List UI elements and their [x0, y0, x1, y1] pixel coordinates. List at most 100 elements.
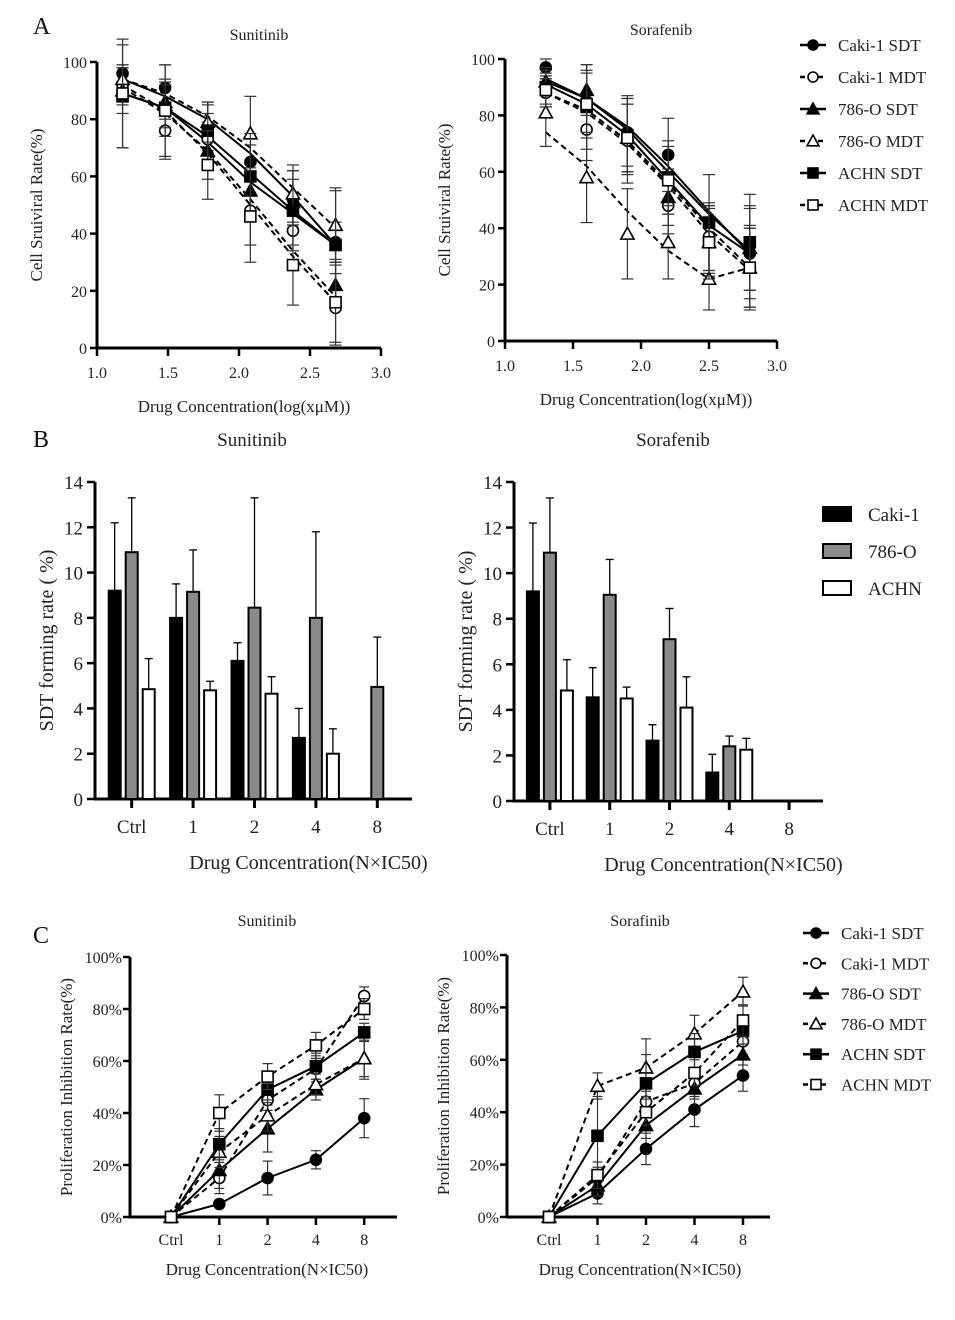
data-point [201, 158, 215, 172]
y-tick-label: 100% [462, 948, 499, 965]
data-point [736, 1014, 750, 1027]
data-point [211, 1161, 228, 1177]
y-tick-label: 14 [64, 473, 84, 494]
y-tick-label: 80% [470, 1000, 499, 1017]
y-tick-label: 8 [493, 610, 503, 631]
y-tick-label: 40% [93, 1106, 122, 1123]
data-point [591, 1168, 604, 1182]
legend-marker [807, 71, 819, 83]
y-tick-label: 10 [64, 564, 83, 585]
legend-item-achn-sdt: ACHN SDT [803, 1045, 926, 1064]
legend-marker [810, 1048, 822, 1060]
data-point [356, 1050, 373, 1065]
legend-marker [808, 985, 824, 1000]
data-point [244, 210, 257, 223]
data-point [639, 1105, 653, 1119]
bar-786-o-1 [186, 590, 201, 801]
legend-label: ACHN SDT [838, 164, 923, 183]
legend-marker [807, 167, 819, 179]
data-point [578, 169, 595, 184]
y-axis-label: Proliferation Inhibition Rate(%) [57, 978, 76, 1196]
y-tick-label: 20 [71, 284, 87, 301]
series-caki-1-mdt [116, 64, 342, 343]
legend-marker [807, 199, 819, 211]
legend-marker [810, 1078, 822, 1091]
bar-achn-1 [619, 697, 634, 803]
data-point [309, 1153, 323, 1167]
legend-marker [810, 957, 822, 970]
fit-curve-achn-mdt [545, 91, 751, 272]
legend-item-caki-1-mdt: Caki-1 MDT [800, 68, 927, 87]
x-axis-label: Drug Concentration(N×IC50) [166, 1260, 369, 1279]
data-point [357, 1002, 371, 1016]
legend: Caki-1 786-O ACHN [822, 505, 922, 600]
fit-curve-achn-mdt [122, 84, 337, 303]
fit-curve-786-o-sdt [122, 92, 337, 246]
legend-swatch [822, 506, 852, 522]
bar-caki-1-1 [169, 616, 184, 800]
data-point [261, 1070, 274, 1083]
panel-label-b: B [33, 427, 49, 453]
bar-achn-2 [264, 692, 279, 800]
x-tick-label: 2 [642, 1232, 650, 1249]
legend-label: Caki-1 [868, 505, 920, 526]
data-point [686, 1080, 703, 1095]
legend-item-caki-1: Caki-1 [822, 505, 920, 526]
data-point [116, 87, 129, 100]
x-tick-label: 2.5 [699, 358, 719, 375]
legend-item-achn-mdt: ACHN MDT [800, 196, 929, 215]
legend-swatch [822, 543, 852, 559]
legend-label: 786-O MDT [841, 1015, 927, 1034]
y-tick-label: 0 [487, 334, 495, 351]
data-point [639, 1142, 653, 1156]
chart-A-sunitinib: Sunitinib 0 20 40 60 80 100 1.0 1.5 2.0 2.5 3.0 Drug… [27, 27, 391, 416]
data-point [357, 1026, 371, 1039]
legend-label: Caki-1 MDT [841, 954, 930, 973]
x-tick-label: 2 [250, 817, 260, 838]
bar-caki-1-2 [645, 739, 660, 802]
bar-caki-1-2 [230, 659, 245, 801]
y-tick-label: 80 [479, 108, 495, 125]
y-tick-label: 10 [483, 564, 502, 585]
x-tick-label: 4 [311, 817, 321, 838]
y-tick-label: 80 [71, 112, 87, 129]
y-tick-label: 40 [479, 221, 495, 238]
legend-label: ACHN MDT [841, 1076, 932, 1095]
series-achn-mdt [116, 38, 342, 346]
chart-C-sunitinib: Sunitinib 0% 20% 40% 60% 80% 100% Ctrl 1 2 4 8 Drug … [57, 913, 397, 1279]
legend-label: 786-O SDT [838, 100, 918, 119]
y-tick-label: 4 [74, 699, 84, 720]
x-tick-label: 2 [665, 819, 675, 840]
y-tick-label: 0% [101, 1210, 122, 1227]
chart-title: Sunitinib [238, 913, 297, 930]
data-point [539, 83, 553, 97]
bar-caki-1-4 [705, 771, 720, 803]
x-tick-label: 1 [605, 819, 615, 840]
bar-786-o-4 [722, 745, 737, 802]
y-tick-label: 14 [483, 473, 503, 494]
bar-786-o-ctrl [542, 551, 557, 803]
x-tick-label: 1 [215, 1232, 223, 1249]
y-axis-label: Proliferation Inhibition Rate(%) [434, 977, 453, 1195]
x-axis-label: Drug Concentration(log(xμM)) [540, 390, 753, 409]
data-point [743, 261, 757, 274]
data-point [735, 983, 751, 998]
data-point [259, 1107, 276, 1122]
bar-achn-ctrl [559, 689, 574, 802]
data-point [639, 1077, 653, 1090]
legend-item-786-o-sdt: 786-O SDT [803, 985, 921, 1004]
bar-achn-4 [739, 748, 754, 802]
y-tick-label: 4 [493, 701, 503, 722]
series-achn-sdt [539, 64, 757, 291]
x-tick-label: Ctrl [159, 1232, 184, 1249]
legend: Caki-1 SDT Caki-1 MDT 786-O SDT 786-O MDT AC… [803, 924, 932, 1095]
fit-curve-caki-1-mdt [545, 91, 751, 269]
y-axis-label: Cell Sruiviral Rate(%) [435, 124, 454, 277]
y-tick-label: 40% [470, 1105, 499, 1122]
bar-achn-1 [203, 689, 218, 800]
x-axis-label: Drug Concentration(N×IC50) [539, 1260, 742, 1279]
bar-786-o-4 [308, 616, 323, 800]
bar-achn-ctrl [141, 688, 156, 800]
